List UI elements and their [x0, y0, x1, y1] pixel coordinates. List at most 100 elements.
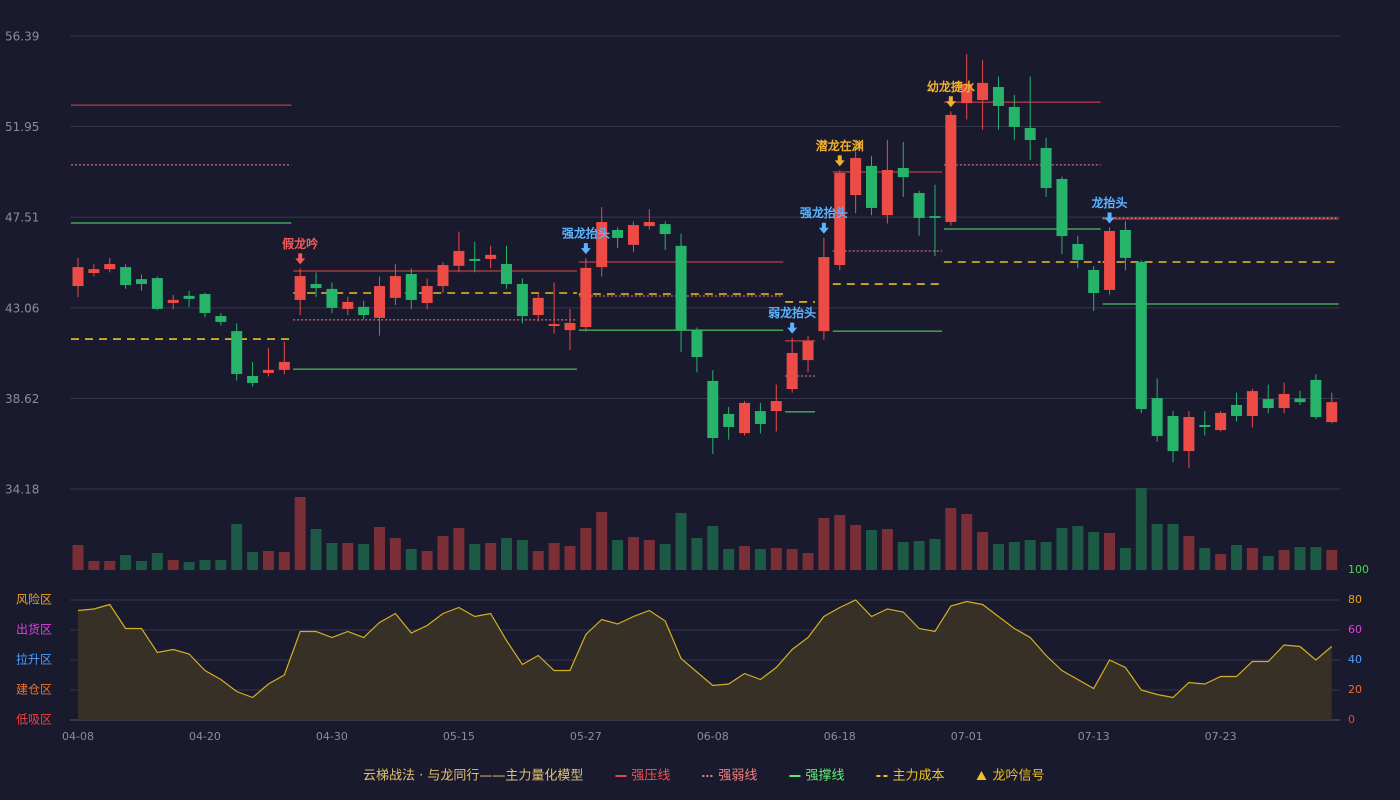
volume-bar [326, 543, 338, 570]
volume-bar [1088, 532, 1100, 570]
candle-body [739, 402, 751, 434]
candle-body [1024, 127, 1036, 141]
legend-title: 云梯战法 · 与龙同行——主力量化模型 [363, 769, 583, 784]
zone-label: 建仓区 [16, 683, 52, 697]
legend: 云梯战法 · 与龙同行——主力量化模型 强压线 强弱线 强撑线 主力成本 龙吟信号 [363, 768, 1044, 784]
y-tick-label: 0 [1348, 713, 1355, 726]
candle-body [88, 269, 100, 274]
candle-body [612, 229, 624, 238]
volume-bar [961, 514, 973, 570]
volume-bar [215, 560, 227, 570]
volume-bar [437, 536, 449, 570]
candle-body [675, 245, 687, 331]
volume-bar [1278, 550, 1290, 570]
candle-body [1072, 244, 1084, 260]
volume-bar [1310, 547, 1322, 570]
candle-body [691, 330, 703, 358]
candle-body [1294, 398, 1306, 403]
volume-bar [1215, 554, 1227, 570]
volume-bar [754, 549, 766, 570]
volume-bar [72, 545, 84, 570]
candle-body [1088, 269, 1100, 293]
signal-label: 强龙抬头 [562, 226, 610, 241]
candle-body [183, 295, 195, 299]
candle-body [1262, 399, 1274, 409]
candle-body [294, 276, 306, 300]
signal-label: 假龙吟 [282, 236, 318, 251]
candle-body [723, 413, 735, 427]
volume-bar [1024, 540, 1036, 570]
legend-label: 强弱线 [718, 769, 757, 784]
signal-label: 潜龙在渊 [816, 138, 864, 153]
volume-bar [135, 561, 147, 570]
volume-bar [897, 542, 909, 570]
candle-body [1040, 147, 1052, 188]
y-tick-label: 20 [1348, 683, 1362, 696]
candle-body [120, 267, 132, 286]
y-tick-label: 100 [1348, 563, 1369, 576]
x-tick-label: 05-15 [443, 730, 475, 743]
signal-arrow [834, 155, 845, 167]
candle-body [167, 299, 179, 303]
candle-body [977, 82, 989, 101]
candle-body [1135, 261, 1147, 410]
volume-bar [104, 561, 116, 570]
volume-bar [231, 524, 243, 570]
candle-body [1246, 391, 1258, 416]
zone-label: 出货区 [16, 622, 52, 637]
candle-body [1199, 424, 1211, 427]
y-tick-label: 80 [1348, 593, 1362, 606]
volume-bar [167, 560, 179, 570]
legend-label: 强压线 [631, 769, 670, 784]
signal-label: 幼龙捷水 [927, 79, 976, 94]
y-tick-label: 40 [1348, 653, 1362, 666]
volume-bar [643, 540, 655, 570]
volume-bar [532, 551, 544, 570]
volume-bar [866, 530, 877, 570]
candle-body [1008, 106, 1020, 127]
candle-body [1310, 379, 1322, 418]
volume-bar [389, 538, 401, 570]
signal-arrow [295, 253, 306, 265]
volume-bar [786, 549, 798, 570]
y-tick-label: 34.18 [5, 483, 39, 497]
candle-body [421, 286, 433, 303]
volume-bar [691, 538, 703, 570]
zone-label: 风险区 [16, 592, 52, 607]
candle-body [278, 361, 290, 370]
volume-bar [1246, 548, 1258, 570]
volume-bar [1262, 556, 1274, 570]
candle-body [1104, 230, 1116, 290]
legend-label: 强撑线 [805, 769, 844, 784]
zone-label: 拉升区 [16, 652, 52, 667]
x-tick-label: 06-08 [697, 730, 729, 743]
candle-body [247, 376, 259, 383]
candle-body [532, 297, 544, 316]
candle-body [897, 167, 909, 178]
volume-bar [723, 549, 735, 570]
signal-label: 弱龙抬头 [768, 305, 816, 320]
candle-body [1278, 393, 1290, 409]
candle-body [850, 157, 862, 196]
candle-body [627, 225, 639, 245]
volume-bar [310, 529, 322, 570]
x-tick-label: 04-08 [62, 730, 94, 743]
signal-label: 龙抬头 [1092, 195, 1128, 210]
candle-body [389, 276, 401, 298]
y-tick-label: 43.06 [5, 301, 39, 315]
volume-bar [1183, 536, 1195, 570]
legend-label: 主力成本 [892, 769, 944, 784]
y-tick-label: 56.39 [5, 30, 39, 44]
candle-body [1231, 404, 1243, 416]
x-tick-label: 07-01 [951, 730, 983, 743]
volume-bar [151, 553, 163, 570]
candle-body [548, 323, 560, 327]
candle-body [374, 286, 386, 318]
volume-bar [913, 541, 925, 570]
candle-body [818, 257, 830, 332]
volume-bar [992, 544, 1004, 570]
y-tick-label: 47.51 [5, 211, 39, 225]
candle-body [834, 173, 846, 266]
x-tick-label: 07-13 [1078, 730, 1110, 743]
y-tick-label: 60 [1348, 623, 1362, 636]
